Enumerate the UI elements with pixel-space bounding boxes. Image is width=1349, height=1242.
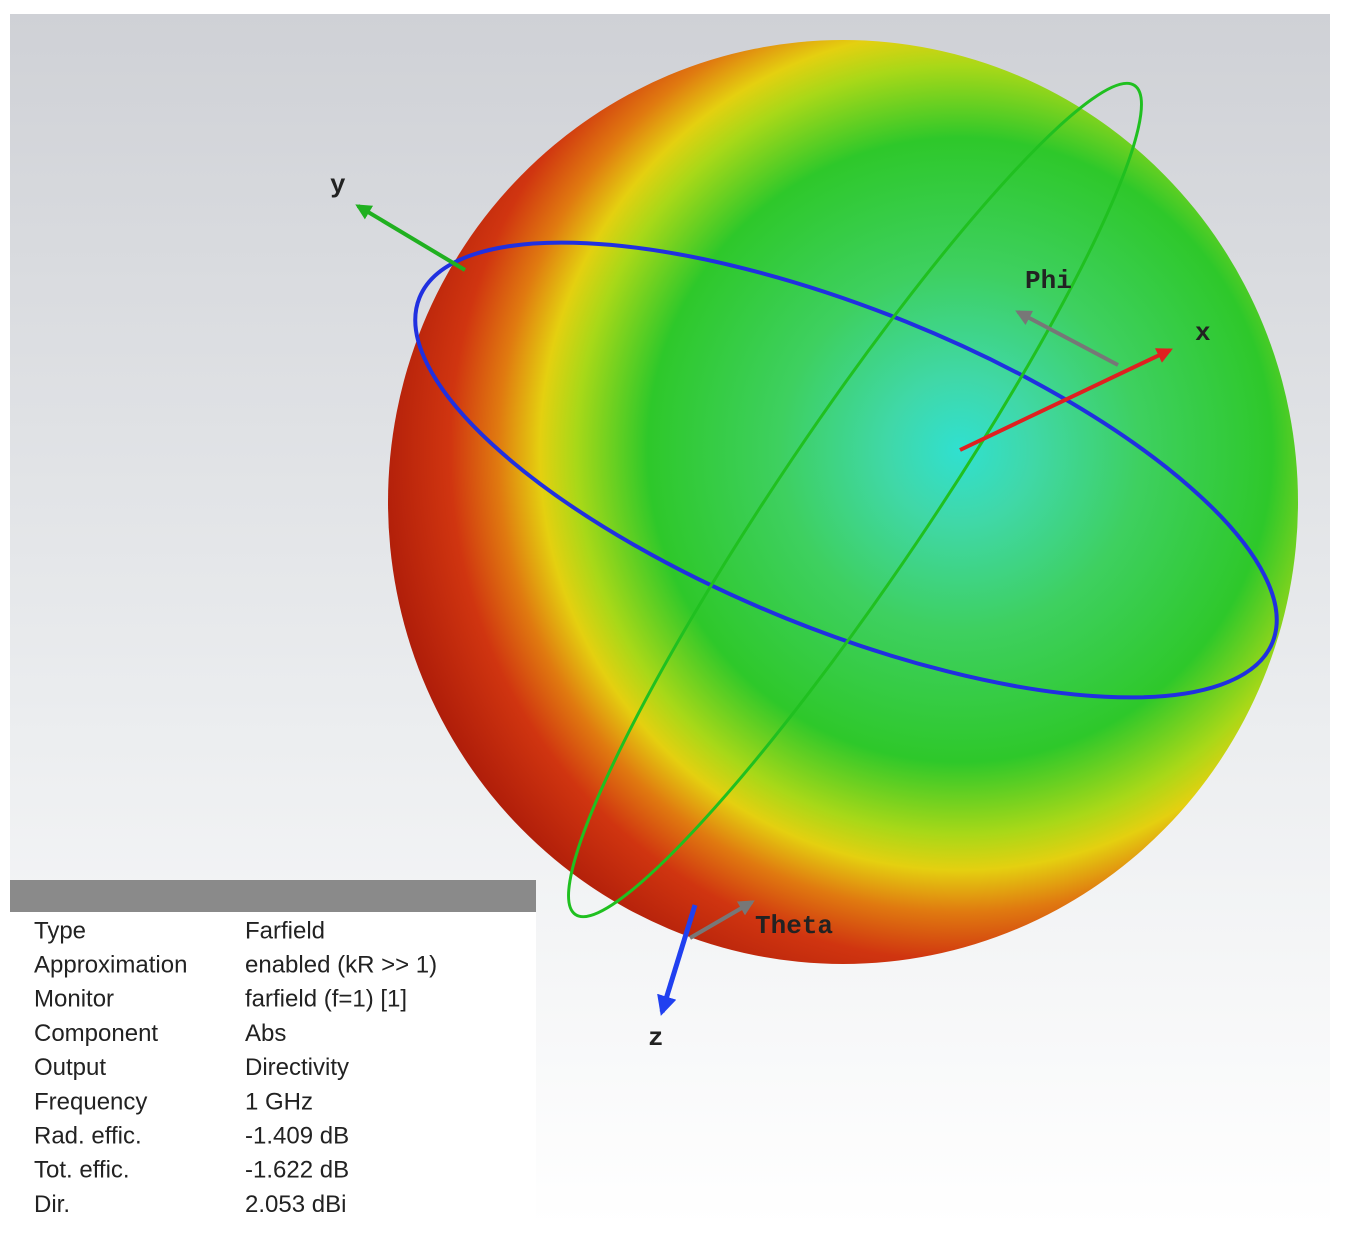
info-label: Component [34,1020,158,1047]
info-label: Frequency [34,1088,147,1115]
theta-circle [567,81,1143,919]
phi-arrow [1015,310,1119,367]
info-label: Rad. effic. [34,1123,142,1150]
info-value: enabled (kR >> 1) [245,952,437,979]
info-value: farfield (f=1) [1] [245,986,407,1013]
info-label: Dir. [34,1191,70,1218]
axis-label: z [648,1023,664,1053]
info-value: Directivity [245,1054,349,1081]
info-panel [10,912,536,1222]
info-value: -1.622 dB [245,1157,349,1184]
y-axis [355,204,467,272]
info-header-bar [10,880,536,912]
info-value: 2.053 dBi [245,1191,346,1218]
axis-label: Theta [755,911,833,941]
pattern-sphere [388,40,1298,964]
info-label: Output [34,1054,106,1081]
theta-arrow [688,900,755,940]
z-axis [657,904,698,1016]
x-axis [959,348,1173,452]
info-value: -1.409 dB [245,1123,349,1150]
info-label: Monitor [34,986,114,1013]
axis-label: y [330,170,346,200]
info-label: Tot. effic. [34,1157,130,1184]
info-value: Farfield [245,917,325,944]
info-label: Approximation [34,952,187,979]
info-value: Abs [245,1020,286,1047]
axis-label: x [1195,318,1211,348]
phi-circle [413,240,1279,700]
info-label: Type [34,917,86,944]
axis-label: Phi [1025,266,1072,296]
info-value: 1 GHz [245,1088,313,1115]
